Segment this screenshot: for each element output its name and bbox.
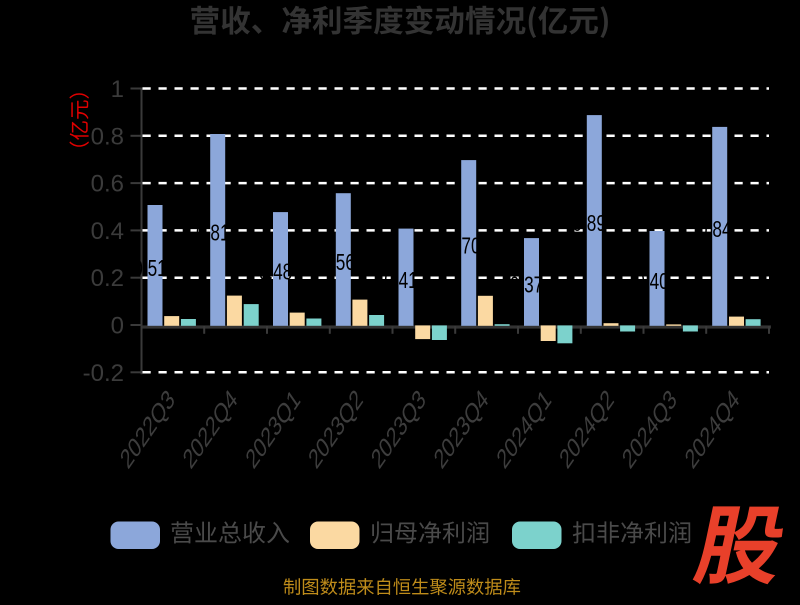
svg-text:0.37: 0.37 [510, 272, 544, 298]
svg-text:0: 0 [111, 313, 124, 340]
svg-text:0.89: 0.89 [572, 210, 606, 236]
svg-text:0.70: 0.70 [447, 233, 481, 259]
svg-text:-0.2: -0.2 [83, 360, 124, 387]
svg-text:0.6: 0.6 [91, 171, 124, 198]
svg-text:0.84: 0.84 [698, 216, 732, 242]
svg-text:0.40: 0.40 [635, 268, 669, 294]
svg-text:0.2: 0.2 [91, 265, 124, 292]
svg-text:0.8: 0.8 [91, 123, 124, 150]
svg-text:0.51: 0.51 [133, 255, 167, 281]
svg-text:0.48: 0.48 [259, 259, 293, 285]
svg-text:1: 1 [111, 76, 124, 103]
svg-text:0.56: 0.56 [321, 249, 355, 275]
svg-text:0.4: 0.4 [91, 218, 124, 245]
svg-text:0.81: 0.81 [196, 220, 230, 246]
svg-text:0.41: 0.41 [384, 267, 418, 293]
